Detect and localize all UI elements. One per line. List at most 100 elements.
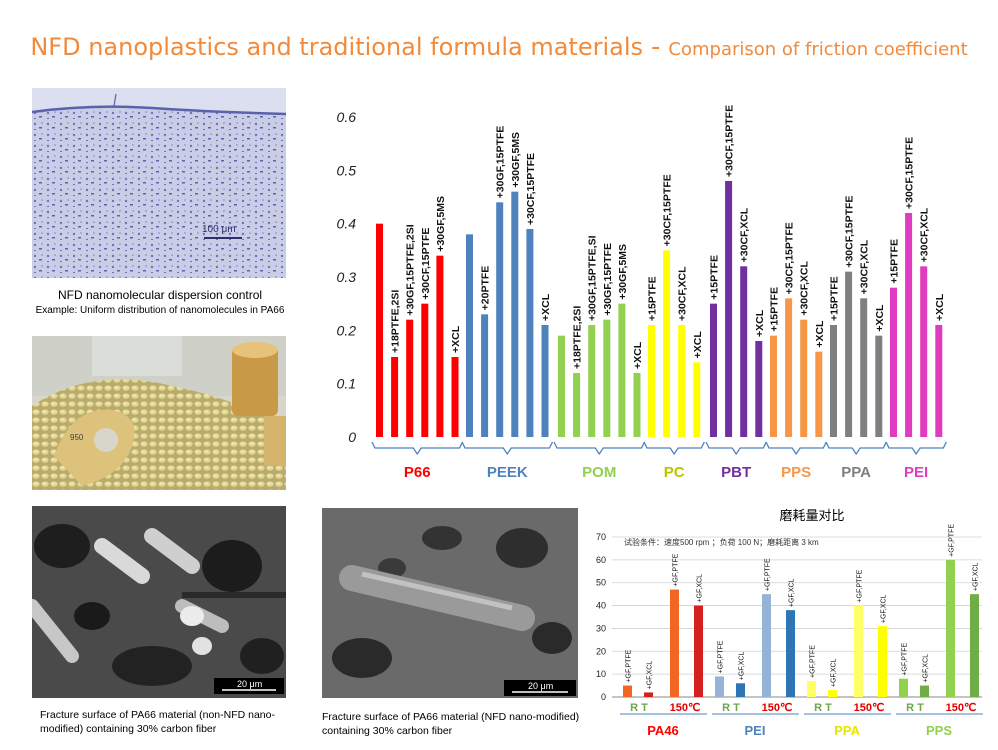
wear-chart-subtitle: 试验条件：速度500 rpm ；负荷 100 N；磨耗距离 3 km: [624, 537, 819, 547]
wear-bar: [694, 605, 703, 697]
friction-bar-label: +30GF,15PTFE,2SI: [405, 224, 417, 315]
friction-bar-label: +15PTFE: [769, 287, 781, 332]
sem-right-caption: Fracture surface of PA66 material (NFD n…: [322, 711, 580, 737]
friction-bar-label: +15PTFE: [647, 276, 659, 321]
friction-bar-label: +30CF,XCL: [677, 266, 689, 321]
title-main: NFD nanoplastics and traditional formula…: [30, 33, 644, 61]
friction-bar: [755, 341, 763, 437]
micrograph-caption-line2: Example: Uniform distribution of nanomol…: [35, 305, 285, 316]
friction-bar: [481, 314, 489, 437]
y-tick-label: 70: [596, 532, 606, 542]
wear-bar-label: +GF,PTFE: [949, 524, 956, 557]
wear-bar: [644, 692, 653, 697]
friction-bar-label: +30CF,XCL: [919, 207, 931, 262]
sem-right-scale-label: 20 μm: [528, 681, 553, 691]
wear-bar: [828, 690, 837, 697]
micrograph-caption: NFD nanomolecular dispersion control Exa…: [10, 288, 310, 316]
friction-bar: [376, 223, 383, 437]
y-tick-label: 0: [601, 692, 606, 702]
wear-group-label: PA46: [647, 723, 679, 738]
group-label: PPA: [841, 464, 871, 481]
friction-bar: [800, 319, 808, 437]
wear-bar-label: +GF,XCL: [647, 661, 654, 690]
friction-bar: [466, 234, 473, 437]
friction-bar: [558, 335, 565, 437]
wear-bar-label: +GF,PTFE: [810, 645, 817, 678]
friction-bar-label: +30GF,15PTFE,SI: [587, 235, 599, 321]
friction-bar-label: +XCL: [814, 320, 826, 348]
friction-bar: [740, 266, 748, 437]
pellets-part-label: 950: [70, 433, 84, 442]
friction-bar-label: +30GF,5MS: [435, 196, 447, 252]
friction-bar: [511, 191, 519, 437]
group-bracket: [643, 441, 705, 456]
friction-bar-label: +30GF,5MS: [510, 132, 522, 188]
sem-right-image: 20 μm: [322, 508, 578, 698]
friction-bar: [678, 325, 686, 437]
friction-bar-label: +15PTFE: [709, 255, 721, 300]
wear-bar: [970, 594, 979, 697]
friction-bar-label: +30GF,5MS: [617, 244, 629, 300]
wear-bar-label: +GF,PTFE: [902, 643, 909, 676]
group-bracket: [553, 441, 646, 456]
condition-label-hot: 150℃: [946, 702, 977, 714]
friction-bar-label: +XCL: [540, 293, 552, 321]
friction-bar-label: +XCL: [754, 309, 766, 337]
friction-bar-label: +30CF,15PTFE: [420, 228, 432, 300]
title-separator: -: [651, 32, 661, 62]
friction-bar: [421, 303, 429, 437]
y-tick-label: 30: [596, 623, 606, 633]
friction-bar-label: +30GF,15PTFE: [602, 243, 614, 316]
friction-bar: [725, 181, 733, 437]
friction-bar: [935, 325, 943, 437]
friction-bar: [920, 266, 928, 437]
friction-bar: [785, 298, 793, 437]
friction-bar: [603, 319, 611, 437]
friction-bar-label: +XCL: [450, 325, 462, 353]
condition-label-rt: R T: [906, 702, 924, 714]
wear-chart-title: 磨耗量对比: [779, 508, 844, 523]
wear-bar: [670, 589, 679, 697]
micrograph-caption-line1: NFD nanomolecular dispersion control: [57, 288, 263, 302]
wear-bar-label: +GF,XCL: [739, 652, 746, 681]
friction-bar: [710, 303, 717, 437]
friction-bar: [663, 250, 671, 437]
group-label: PC: [664, 464, 685, 481]
wear-bar-label: +GF,XCL: [831, 658, 838, 687]
y-tick-label: 0: [348, 429, 356, 445]
friction-bar: [770, 335, 777, 437]
friction-bar-label: +30GF,15PTFE: [495, 126, 507, 199]
wear-bar-label: +GF,PTFE: [673, 553, 680, 586]
friction-bar: [693, 362, 701, 437]
sem-left-image: 20 μm: [32, 506, 286, 698]
friction-bar: [573, 373, 581, 437]
y-tick-label: 0.4: [337, 216, 357, 232]
sem-left-scale-label: 20 μm: [237, 679, 262, 689]
group-bracket: [885, 441, 947, 456]
friction-bar: [860, 298, 868, 437]
wear-bar-label: +GF,PTFE: [857, 569, 864, 602]
condition-label-rt: R T: [722, 702, 740, 714]
friction-bar-label: +15PTFE: [829, 276, 841, 321]
friction-bar-label: +30CF,XCL: [799, 261, 811, 316]
friction-bar-label: +18PTFE,2SI: [572, 306, 584, 369]
friction-bar: [905, 213, 913, 437]
friction-bar-label: +30CF,XCL: [739, 207, 751, 262]
friction-bar: [391, 357, 399, 437]
micrograph-image: 100 μm: [32, 88, 286, 278]
wear-bar: [920, 685, 929, 697]
y-tick-label: 20: [596, 646, 606, 656]
wear-bar: [854, 605, 863, 697]
friction-bar-label: +XCL: [692, 331, 704, 359]
friction-bar: [496, 202, 504, 437]
friction-bar: [648, 325, 655, 437]
friction-bar: [633, 373, 641, 437]
wear-bar: [623, 685, 632, 697]
wear-bar: [899, 678, 908, 697]
wear-group-label: PPS: [926, 723, 952, 738]
group-bracket: [765, 441, 827, 456]
micrograph-scale-label: 100 μm: [202, 224, 236, 235]
y-tick-label: 0.3: [337, 269, 357, 285]
y-tick-label: 0.1: [337, 376, 356, 392]
friction-bar: [588, 325, 596, 437]
